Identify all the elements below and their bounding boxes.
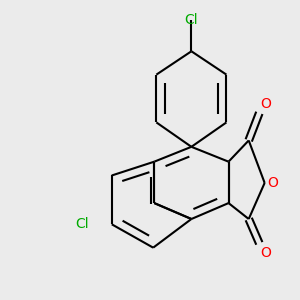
Text: Cl: Cl	[184, 14, 198, 28]
Text: O: O	[260, 245, 271, 260]
Text: Cl: Cl	[75, 217, 89, 231]
Text: O: O	[267, 176, 278, 190]
Text: O: O	[260, 97, 271, 111]
